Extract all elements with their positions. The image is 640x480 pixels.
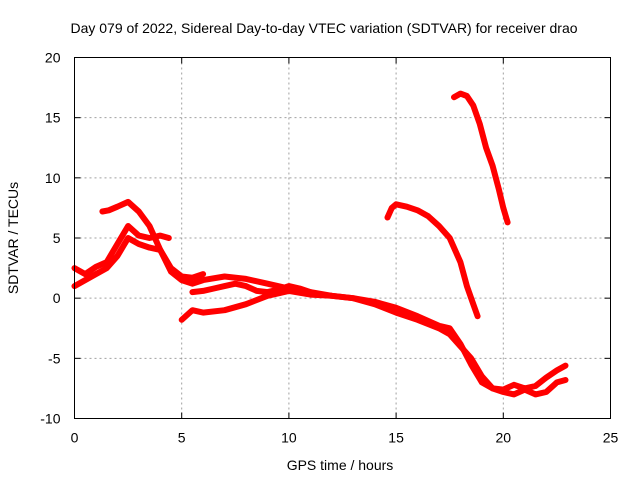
series-track-f	[384, 201, 481, 320]
y-tick-label: 10	[45, 170, 61, 186]
y-tick-label: -10	[40, 411, 60, 427]
x-axis-label: GPS time / hours	[287, 457, 394, 473]
x-tick-label: 10	[281, 430, 297, 446]
series-track-e	[189, 280, 314, 296]
tick-layer: 0 5 10 15 20 25 -10 -5 0 5 10 15 20	[40, 50, 618, 446]
series-layer	[71, 90, 569, 398]
y-tick-label: 5	[53, 230, 61, 246]
y-axis-label: SDTVAR / TECUs	[5, 182, 21, 294]
x-tick-label: 20	[496, 430, 512, 446]
y-tick-label: 20	[45, 50, 61, 66]
y-tick-label: 15	[45, 110, 61, 126]
series-track-g	[451, 90, 511, 226]
x-tick-label: 5	[178, 430, 186, 446]
x-tick-label: 0	[71, 430, 79, 446]
y-tick-label: -5	[48, 350, 61, 366]
chart-title: Day 079 of 2022, Sidereal Day-to-day VTE…	[70, 20, 577, 36]
grid-layer	[74, 57, 611, 419]
series-track-d	[178, 287, 569, 393]
x-tick-label: 25	[603, 430, 619, 446]
y-tick-label: 0	[53, 290, 61, 306]
x-tick-label: 15	[388, 430, 404, 446]
